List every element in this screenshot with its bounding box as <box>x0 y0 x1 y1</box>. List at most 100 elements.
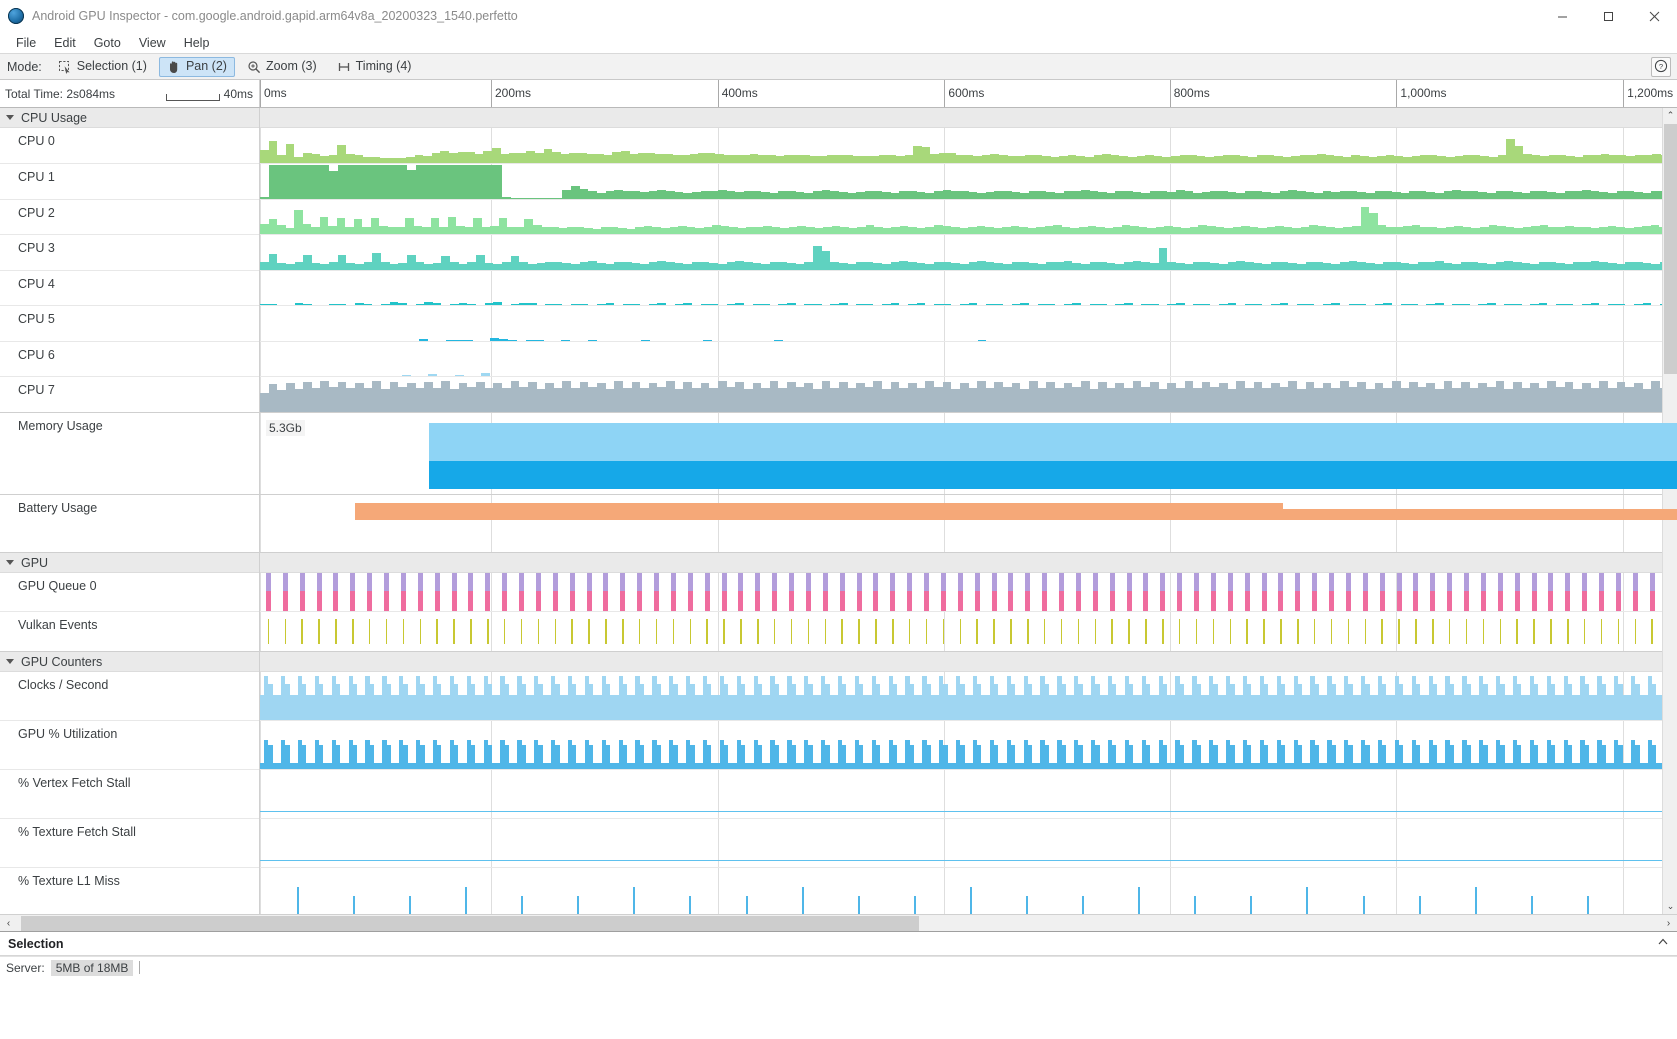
sample <box>1643 763 1648 769</box>
chevron-up-icon[interactable] <box>1657 936 1669 951</box>
track-plot-vulkan-events[interactable] <box>260 612 1677 652</box>
group-header-gpu-counters[interactable]: GPU Counters <box>0 652 259 672</box>
horizontal-scroll-thumb[interactable] <box>21 915 919 931</box>
track-plot-texture-l1-miss[interactable] <box>260 868 1677 917</box>
bar <box>780 227 789 234</box>
track-label-clocks-per-second[interactable]: Clocks / Second <box>0 672 259 721</box>
bar <box>1642 192 1652 199</box>
track-label-gpu-utilization[interactable]: GPU % Utilization <box>0 721 259 770</box>
track-label-cpu-3[interactable]: CPU 3 <box>0 235 259 271</box>
track-plot-cpu-0[interactable] <box>260 128 1677 164</box>
minimize-button[interactable] <box>1539 0 1585 32</box>
horizontal-scroll-track[interactable] <box>17 915 1660 932</box>
mode-timing-button[interactable]: Timing (4) <box>329 57 420 77</box>
sample <box>880 763 885 769</box>
track-label-memory-usage[interactable]: Memory Usage <box>0 413 259 495</box>
menu-help[interactable]: Help <box>183 35 210 50</box>
track-plot-gpu-utilization[interactable] <box>260 721 1677 770</box>
selection-panel-header[interactable]: Selection <box>0 931 1677 956</box>
track-label-cpu-2[interactable]: CPU 2 <box>0 200 259 235</box>
sample <box>1352 695 1357 720</box>
sample <box>943 745 948 769</box>
group-header-cpu-usage[interactable]: CPU Usage <box>0 108 259 128</box>
track-plot-cpu-2[interactable] <box>260 200 1677 235</box>
track-plot-memory-usage[interactable]: 5.3Gb <box>260 413 1677 495</box>
track-label-cpu-1[interactable]: CPU 1 <box>0 164 259 200</box>
track-label-vertex-fetch-stall[interactable]: % Vertex Fetch Stall <box>0 770 259 819</box>
bar <box>1162 156 1171 163</box>
maximize-button[interactable] <box>1585 0 1631 32</box>
close-button[interactable] <box>1631 0 1677 32</box>
group-header-gpu[interactable]: GPU <box>0 553 259 573</box>
track-plot-cpu-1[interactable] <box>260 164 1677 200</box>
label-text: % Texture Fetch Stall <box>18 825 136 839</box>
sample <box>1280 745 1286 769</box>
sample <box>1044 745 1049 769</box>
total-time-label: Total Time: 2s084ms <box>5 86 116 101</box>
bar <box>380 157 389 163</box>
bar <box>355 263 364 270</box>
ruler-ticks[interactable]: 0ms 200ms 400ms 600ms 800ms 1,000ms 1,200ms <box>260 80 1677 107</box>
scroll-up-arrow[interactable]: ⌃ <box>1666 110 1675 120</box>
track-plot-cpu-5[interactable] <box>260 306 1677 342</box>
mode-pan-button[interactable]: Pan (2) <box>158 56 235 77</box>
menu-goto[interactable]: Goto <box>93 35 121 50</box>
track-label-texture-fetch-stall[interactable]: % Texture Fetch Stall <box>0 819 259 868</box>
selection-marquee-icon <box>58 60 72 74</box>
mode-zoom-button[interactable]: Zoom (3) <box>239 57 325 77</box>
bar <box>389 165 399 199</box>
vulkan-event-marker <box>1458 612 1475 651</box>
track-plot-texture-fetch-stall[interactable] <box>260 819 1677 868</box>
track-label-cpu-4[interactable]: CPU 4 <box>0 271 259 306</box>
vulkan-event-marker <box>1154 612 1171 651</box>
miss-spike <box>1474 887 1477 916</box>
track-label-cpu-5[interactable]: CPU 5 <box>0 306 259 342</box>
track-label-cpu-7[interactable]: CPU 7 <box>0 377 259 413</box>
bar <box>804 304 813 305</box>
track-plots-column[interactable]: 5.3Gb <box>260 108 1677 931</box>
menu-view[interactable]: View <box>138 35 166 50</box>
horizontal-scrollbar[interactable]: ‹ › <box>0 914 1677 931</box>
track-plot-cpu-4[interactable] <box>260 271 1677 306</box>
track-plot-gpu-queue-0[interactable] <box>260 573 1677 612</box>
sample <box>323 763 328 769</box>
track-label-vulkan-events[interactable]: Vulkan Events <box>0 612 259 652</box>
track-plot-battery-usage[interactable] <box>260 495 1677 553</box>
sample <box>787 675 792 720</box>
bar <box>925 263 934 270</box>
track-label-gpu-queue-0[interactable]: GPU Queue 0 <box>0 573 259 612</box>
sample <box>508 763 514 769</box>
bar <box>320 381 330 412</box>
track-label-texture-l1-miss[interactable]: % Texture L1 Miss <box>0 868 259 917</box>
event-tick <box>1533 618 1535 645</box>
track-plot-clocks-per-second[interactable] <box>260 672 1677 721</box>
sample <box>901 695 906 720</box>
sample <box>1652 745 1657 769</box>
track-plot-cpu-6[interactable] <box>260 342 1677 377</box>
track-label-cpu-6[interactable]: CPU 6 <box>0 342 259 377</box>
track-label-cpu-0[interactable]: CPU 0 <box>0 128 259 164</box>
sample <box>1500 745 1505 769</box>
vulkan-event-marker <box>834 612 851 651</box>
track-plot-cpu-7[interactable] <box>260 377 1677 413</box>
vulkan-event-marker <box>412 612 429 651</box>
menu-file[interactable]: File <box>16 35 37 50</box>
bar <box>1132 192 1142 199</box>
sample <box>1428 675 1433 720</box>
scroll-left-arrow[interactable]: ‹ <box>6 917 11 929</box>
scroll-right-arrow[interactable]: › <box>1666 917 1671 929</box>
bar <box>864 191 874 199</box>
bar <box>956 154 965 163</box>
event-tick <box>638 618 641 645</box>
bar <box>1352 225 1361 234</box>
queue-render-segment <box>1582 591 1588 611</box>
track-label-battery-usage[interactable]: Battery Usage <box>0 495 259 553</box>
menu-edit[interactable]: Edit <box>54 35 76 50</box>
mode-selection-button[interactable]: Selection (1) <box>50 57 155 77</box>
track-plot-cpu-3[interactable] <box>260 235 1677 271</box>
track-plot-vertex-fetch-stall[interactable] <box>260 770 1677 819</box>
scroll-down-arrow[interactable]: ⌄ <box>1666 901 1675 911</box>
vertical-scroll-thumb[interactable] <box>1664 124 1677 374</box>
help-button[interactable]: ? <box>1651 57 1671 77</box>
vulkan-event-marker <box>1289 612 1306 651</box>
